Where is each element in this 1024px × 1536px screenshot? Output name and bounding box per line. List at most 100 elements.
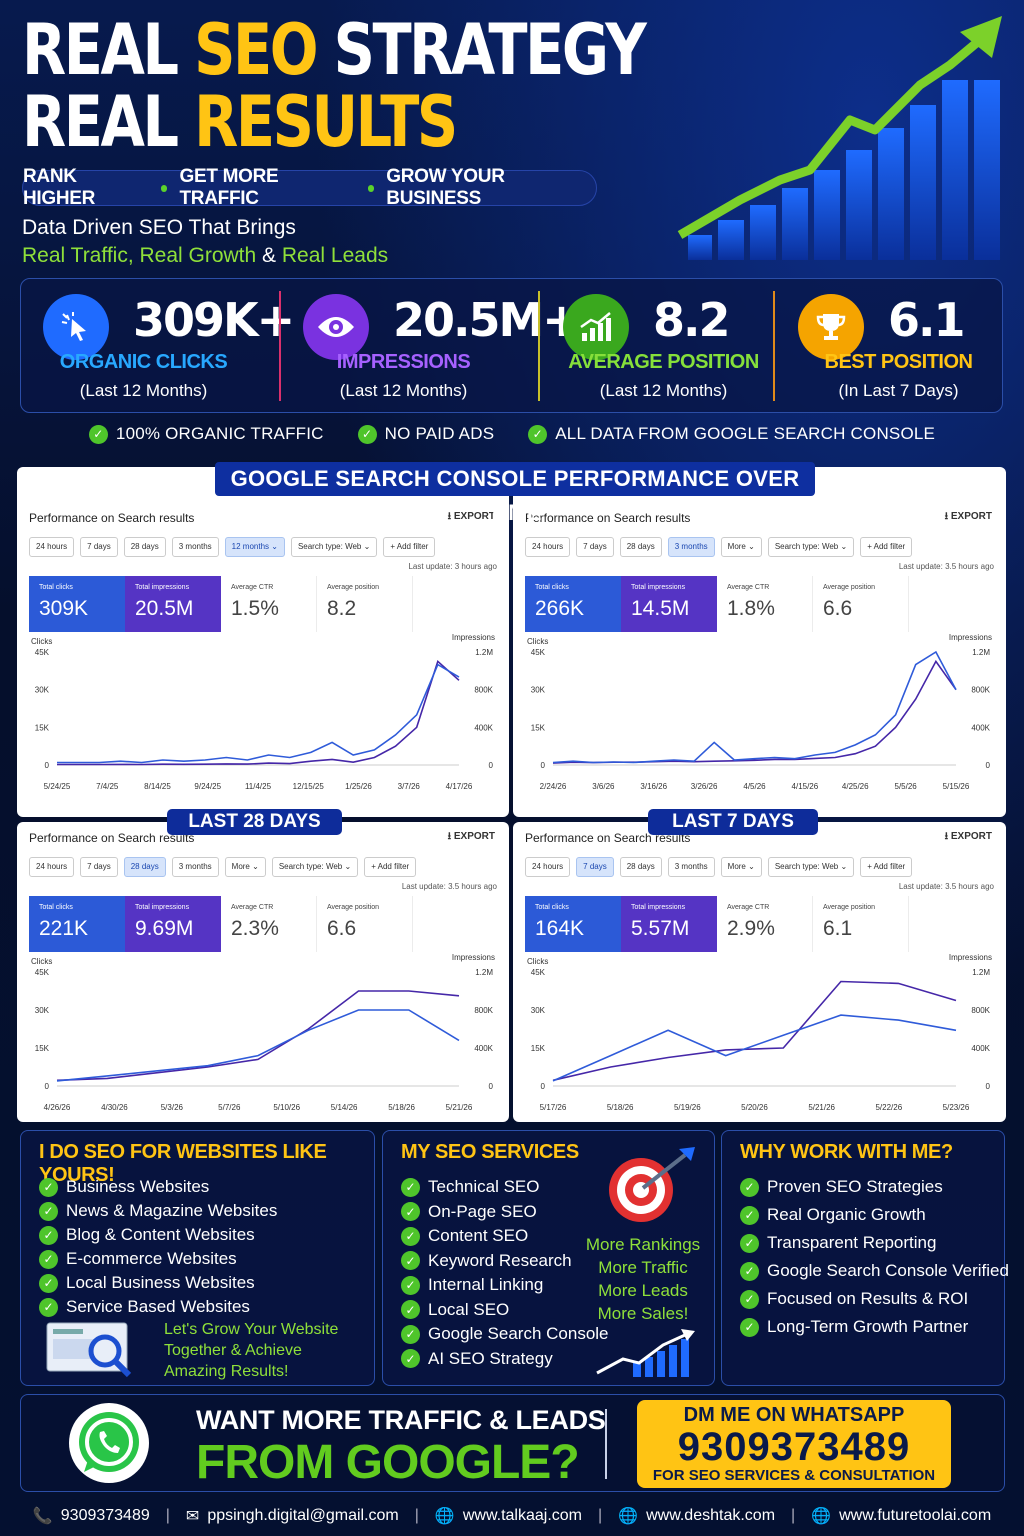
pill-rank-higher: RANK HIGHER [23, 166, 96, 209]
metric-card[interactable]: Total impressions 20.5M [125, 576, 221, 632]
y2-tick-label: 0 [489, 1082, 494, 1091]
y-tick-label: 0 [541, 1082, 546, 1091]
y-tick-label: 15K [35, 723, 50, 732]
filter-chip[interactable]: More ⌄ [720, 537, 762, 557]
filter-chip[interactable]: More ⌄ [224, 857, 266, 877]
filter-chip[interactable]: 28 days [123, 537, 166, 557]
seo-for-box: I DO SEO FOR WEBSITES LIKE YOURS! ✓ Busin… [20, 1130, 375, 1386]
metric-card[interactable]: Total impressions 5.57M [621, 896, 717, 952]
filter-chip[interactable]: 7 days [576, 537, 614, 557]
cta-headline-highlight: FROM GOOGLE? [196, 1436, 580, 1489]
whatsapp-icon[interactable] [69, 1403, 149, 1483]
list-item: ✓ Focused on Results & ROI [740, 1285, 1009, 1313]
last-update: Last update: 3.5 hours ago [401, 882, 497, 891]
globe-icon: 🌐 [434, 1508, 455, 1525]
filter-chip[interactable]: 7 days [80, 537, 118, 557]
filter-chip[interactable]: + Add filter [383, 537, 436, 557]
filter-chip[interactable]: + Add filter [860, 537, 913, 557]
filter-chip[interactable]: 28 days [123, 857, 166, 877]
list-item: ✓ On-Page SEO [401, 1200, 609, 1225]
metric-card[interactable]: Average CTR 1.8% [717, 576, 813, 632]
metric-card[interactable]: Total clicks 266K [525, 576, 621, 632]
filter-chip[interactable]: 24 hours [29, 857, 75, 877]
x-tick-label: 9/24/25 [194, 782, 221, 791]
metric-card[interactable]: Average position 8.2 [317, 576, 413, 632]
stat-average-position: 8.2 AVERAGE POSITION (Last 12 Months) [541, 279, 786, 414]
cta-banner: WANT MORE TRAFFIC & LEADS FROM GOOGLE? D… [20, 1394, 1005, 1492]
list-item: ✓ Google Search Console Verified [740, 1257, 1009, 1285]
whatsapp-contact-box[interactable]: DM ME ON WHATSAPP 9309373489 FOR SEO SER… [637, 1400, 951, 1488]
filter-chip[interactable]: 7 days [576, 857, 614, 877]
metric-card[interactable]: Average CTR 2.3% [221, 896, 317, 952]
metric-card[interactable]: Total clicks 221K [29, 896, 125, 952]
x-tick-label: 5/3/26 [161, 1103, 184, 1112]
panel-title: Performance on Search results [29, 511, 195, 525]
globe-icon: 🌐 [618, 1508, 639, 1525]
metric-card[interactable]: Total clicks 164K [525, 896, 621, 952]
filter-chip[interactable]: 3 months [667, 537, 715, 557]
metric-card[interactable]: Average CTR 1.5% [221, 576, 317, 632]
filter-chip[interactable]: Search type: Web ⌄ [290, 537, 378, 557]
trophy-icon [798, 294, 864, 360]
target-arrow-icon [609, 1147, 695, 1222]
seo-for-list: ✓ Business Websites ✓ News & Magazine Webs… [39, 1175, 277, 1319]
filter-chip[interactable]: 24 hours [29, 537, 75, 557]
footer-site-deshtak[interactable]: 🌐 www.deshtak.com [618, 1507, 776, 1525]
y2-axis-title: Impressions [452, 633, 495, 642]
filter-chip[interactable]: 28 days [619, 537, 662, 557]
last-update: Last update: 3.5 hours ago [898, 882, 994, 891]
filter-chip[interactable]: 7 days [80, 857, 118, 877]
x-tick-label: 2/24/26 [540, 782, 567, 791]
filter-chip[interactable]: 24 hours [525, 857, 571, 877]
x-tick-label: 5/5/26 [895, 782, 918, 791]
footer-site-futuretoolai[interactable]: 🌐 www.futuretoolai.com [811, 1507, 992, 1525]
x-tick-label: 12/15/25 [293, 782, 325, 791]
mini-growth-icon [596, 1329, 695, 1377]
list-item: ✓ Local SEO [401, 1298, 609, 1323]
filter-chip[interactable]: 3 months [171, 857, 219, 877]
filter-chip[interactable]: + Add filter [860, 857, 913, 877]
export-button[interactable]: ⭳ EXPORT [447, 831, 495, 842]
phone-number[interactable]: 9309373489 [677, 1425, 911, 1469]
clicks-line [552, 650, 957, 764]
footer-email[interactable]: ✉ ppsingh.digital@gmail.com [185, 1507, 399, 1525]
export-button[interactable]: ⭳ EXPORT [447, 511, 495, 522]
metric-card[interactable]: Total clicks 309K [29, 576, 125, 632]
metric-card[interactable]: Total impressions 9.69M [125, 896, 221, 952]
filter-chip[interactable]: Search type: Web ⌄ [767, 537, 855, 557]
filter-chip[interactable]: 28 days [619, 857, 662, 877]
check-icon: ✓ [528, 424, 548, 444]
laptop-magnifier-icon [46, 1322, 132, 1378]
globe-icon: 🌐 [811, 1508, 832, 1525]
stat-best-position: 6.1 BEST POSITION (In Last 7 Days) [776, 279, 1021, 414]
y-tick-label: 30K [531, 686, 546, 695]
filter-chip[interactable]: Search type: Web ⌄ [271, 857, 359, 877]
services-box: MY SEO SERVICES ✓ Technical SEO ✓ On-Page … [382, 1130, 715, 1386]
export-button[interactable]: ⭳ EXPORT [944, 831, 992, 842]
panel-title: Performance on Search results [525, 831, 691, 845]
pill-grow-business: GROW YOUR BUSINESS [386, 166, 505, 209]
y2-tick-label: 800K [971, 686, 990, 695]
metric-card[interactable]: Average position 6.6 [813, 576, 909, 632]
list-item: ✓ Long-Term Growth Partner [740, 1313, 1009, 1341]
metric-card[interactable]: Average position 6.6 [317, 896, 413, 952]
impressions-line [56, 990, 460, 1082]
filter-chip[interactable]: Search type: Web ⌄ [767, 857, 855, 877]
export-button[interactable]: ⭳ EXPORT [944, 511, 992, 522]
y-axis-title: Clicks [527, 957, 548, 966]
metric-card[interactable]: Average CTR 2.9% [717, 896, 813, 952]
y2-tick-label: 400K [474, 723, 493, 732]
filter-chip[interactable]: 3 months [667, 857, 715, 877]
footer-phone[interactable]: 📞 9309373489 [32, 1507, 150, 1525]
filter-chip[interactable]: 12 months ⌄ [224, 537, 285, 557]
metric-card[interactable]: Average position 6.1 [813, 896, 909, 952]
metric-card[interactable]: Total impressions 14.5M [621, 576, 717, 632]
list-item: ✓ Proven SEO Strategies [740, 1173, 1009, 1201]
footer-site-talkaaj[interactable]: 🌐 www.talkaaj.com [434, 1507, 582, 1525]
filter-chip[interactable]: 3 months [171, 537, 219, 557]
filter-chip[interactable]: 24 hours [525, 537, 571, 557]
growth-chart-icon [563, 294, 629, 360]
filter-chip[interactable]: + Add filter [364, 857, 417, 877]
cta-headline: WANT MORE TRAFFIC & LEADS [196, 1405, 606, 1435]
filter-chip[interactable]: More ⌄ [720, 857, 762, 877]
